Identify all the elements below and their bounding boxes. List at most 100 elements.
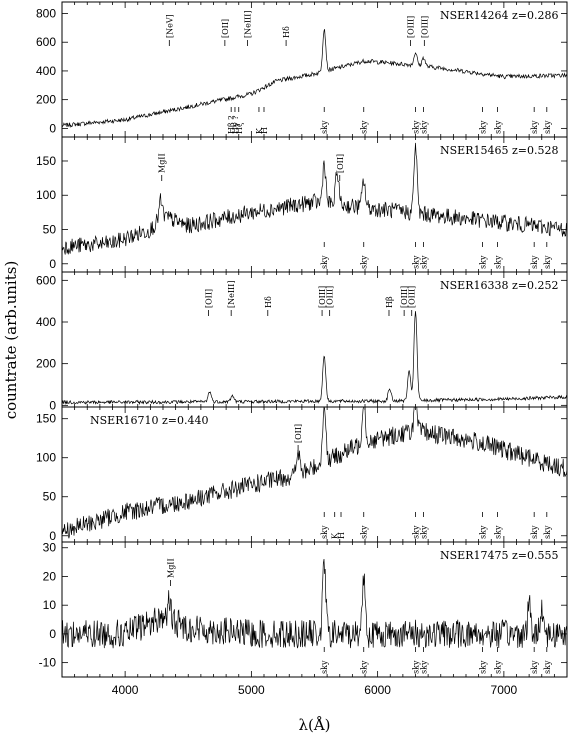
panel-frame (61, 136, 568, 273)
sky-label: H (337, 532, 346, 539)
y-tick-label: 0 (49, 257, 56, 271)
spectrum-line (61, 406, 568, 539)
x-tick-label: 5000 (238, 683, 265, 697)
sky-label: sky (420, 120, 429, 134)
sky-label: sky (412, 255, 421, 269)
sky-label: sky (320, 525, 329, 539)
x-axis-label: λ(Å) (298, 716, 330, 734)
sky-label: H (260, 127, 269, 134)
y-tick-label: 600 (36, 35, 56, 49)
sky-label: sky (420, 525, 429, 539)
object-label: NSER17475 z=0.555 (440, 549, 558, 562)
y-tick-label: 400 (36, 315, 56, 329)
sky-label: sky (478, 525, 487, 539)
line-label: Hβ (385, 296, 394, 308)
line-label: [OIII] (318, 286, 327, 308)
sky-label: Hζ (235, 122, 244, 134)
y-tick-label: 50 (43, 223, 57, 237)
line-label: [NeIII] (227, 281, 236, 308)
line-label: [NeIII] (244, 11, 253, 38)
line-label: [OII] (204, 289, 213, 308)
panel-frame (61, 271, 568, 408)
y-tick-label: 400 (36, 64, 56, 78)
y-tick-label: -10 (39, 656, 57, 670)
sky-label: sky (543, 120, 552, 134)
line-label: [NeV] (165, 14, 174, 38)
y-tick-label: 150 (36, 154, 56, 168)
y-tick-label: 800 (36, 6, 56, 20)
sky-label: sky (420, 255, 429, 269)
sky-label: sky (478, 660, 487, 674)
sky-label: K (255, 127, 264, 134)
line-label: [OII] (336, 154, 345, 173)
sky-label: sky (494, 660, 503, 674)
y-tick-label: 0 (49, 121, 56, 135)
object-label: NSER16710 z=0.440 (90, 414, 208, 427)
panel-frame (61, 1, 568, 138)
sky-label: sky (494, 120, 503, 134)
sky-label: sky (530, 525, 539, 539)
sky-label: sky (543, 660, 552, 674)
line-label: [OIII] (326, 286, 335, 308)
sky-label: sky (530, 660, 539, 674)
line-label: Hδ (282, 26, 291, 38)
spectrum-line (61, 311, 568, 406)
x-tick-label: 7000 (491, 683, 518, 697)
sky-label: sky (420, 660, 429, 674)
sky-label: sky (494, 255, 503, 269)
y-tick-label: 600 (36, 273, 56, 287)
y-tick-label: 30 (43, 541, 57, 555)
sky-label: sky (530, 120, 539, 134)
x-tick-label: 4000 (112, 683, 139, 697)
sky-label: sky (530, 255, 539, 269)
y-tick-label: 100 (36, 451, 56, 465)
sky-label: sky (412, 660, 421, 674)
y-tick-label: 200 (36, 93, 56, 107)
sky-label: Hβ ? (227, 116, 236, 134)
sky-label: sky (360, 525, 369, 539)
y-tick-label: 0 (49, 529, 56, 543)
sky-label: sky (543, 255, 552, 269)
line-label: [OIII] (400, 286, 409, 308)
panel-frame (61, 406, 568, 543)
y-tick-label: 100 (36, 188, 56, 202)
object-label: NSER16338 z=0.252 (440, 279, 558, 292)
line-label: Hδ (264, 296, 273, 308)
sky-label: sky (320, 660, 329, 674)
sky-label: sky (360, 120, 369, 134)
y-tick-label: 0 (49, 398, 56, 412)
panel-frame (61, 541, 568, 678)
y-tick-label: 50 (43, 490, 57, 504)
line-label: MgII (167, 558, 176, 578)
y-axis-label: countrate (arb.units) (2, 261, 20, 420)
y-tick-label: 150 (36, 412, 56, 426)
line-label: [OIII] (420, 16, 429, 38)
y-tick-label: 200 (36, 357, 56, 371)
line-label: [OIII] (408, 286, 417, 308)
y-tick-label: 10 (43, 598, 57, 612)
y-tick-label: 0 (49, 627, 56, 641)
sky-label: sky (360, 660, 369, 674)
line-label: MgII (158, 153, 167, 173)
sky-label: sky (478, 120, 487, 134)
sky-label: sky (412, 120, 421, 134)
sky-label: sky (494, 525, 503, 539)
spectrum-line (61, 29, 568, 129)
sky-label: sky (412, 525, 421, 539)
sky-label: sky (543, 525, 552, 539)
sky-label: sky (320, 120, 329, 134)
sky-label: Hγ ? (231, 115, 240, 134)
line-label: [OII] (221, 19, 230, 38)
spectrum-line (61, 142, 568, 255)
sky-label: sky (478, 255, 487, 269)
object-label: NSER15465 z=0.528 (440, 144, 558, 157)
y-tick-label: 20 (43, 569, 57, 583)
sky-label: K (331, 532, 340, 539)
x-tick-label: 6000 (364, 683, 391, 697)
sky-label: sky (320, 255, 329, 269)
sky-label: sky (360, 255, 369, 269)
line-label: [OIII] (406, 16, 415, 38)
spectrum-line (61, 558, 568, 649)
object-label: NSER14264 z=0.286 (440, 9, 558, 22)
